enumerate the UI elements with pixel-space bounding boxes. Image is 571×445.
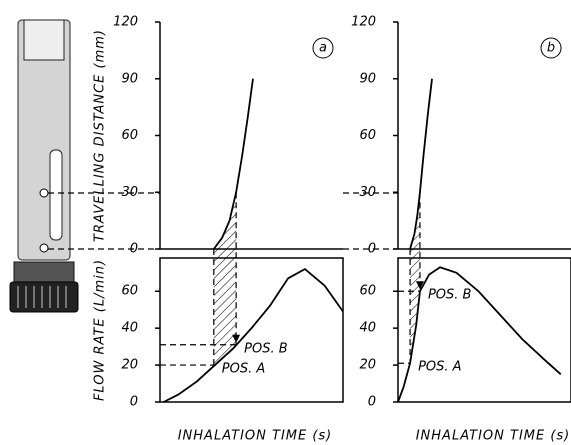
panel-badge <box>540 37 562 59</box>
y-tick-label: 90 <box>121 71 138 86</box>
arrow <box>232 334 241 343</box>
y-tick-label: 20 <box>359 358 376 373</box>
annotation: POS. B <box>244 341 288 356</box>
y-axis-label: TRAVELLING DISTANCE (mm) <box>93 29 108 242</box>
data-line <box>409 78 433 250</box>
panel-badge <box>312 37 334 59</box>
y-tick-label: 0 <box>368 242 376 257</box>
hatched-region <box>410 192 420 364</box>
hatched-region <box>213 192 237 367</box>
data-line <box>213 78 254 250</box>
y-tick-label: 30 <box>121 185 138 200</box>
y-axis-label: FLOW RATE (L/min) <box>93 259 108 401</box>
y-tick-label: 60 <box>121 284 138 299</box>
y-tick-label: 30 <box>359 185 376 200</box>
y-tick-label: 0 <box>130 395 138 410</box>
data-line <box>163 267 344 403</box>
y-tick-label: 60 <box>121 128 138 143</box>
y-tick-label: 60 <box>359 128 376 143</box>
plot-frame <box>397 257 571 403</box>
y-tick-label: 0 <box>368 395 376 410</box>
y-tick-label: 20 <box>121 358 138 373</box>
plot-frame <box>159 257 344 403</box>
y-tick-label: 120 <box>351 15 376 30</box>
annotation: POS. B <box>428 288 472 303</box>
panel-label: a <box>319 41 327 56</box>
y-tick-label: 40 <box>359 321 376 336</box>
data-line <box>397 266 562 403</box>
y-tick-label: 60 <box>359 284 376 299</box>
inhaler-drawing <box>9 19 79 313</box>
y-tick-label: 90 <box>359 71 376 86</box>
y-tick-label: 40 <box>121 321 138 336</box>
x-axis-label: INHALATION TIME (s) <box>416 429 571 444</box>
annotation: POS. A <box>418 360 461 375</box>
y-tick-label: 0 <box>130 242 138 257</box>
arrow <box>415 281 424 290</box>
panel-label: b <box>547 41 555 56</box>
y-tick-label: 120 <box>113 15 138 30</box>
annotation: POS. A <box>222 362 265 377</box>
x-axis-label: INHALATION TIME (s) <box>178 429 333 444</box>
